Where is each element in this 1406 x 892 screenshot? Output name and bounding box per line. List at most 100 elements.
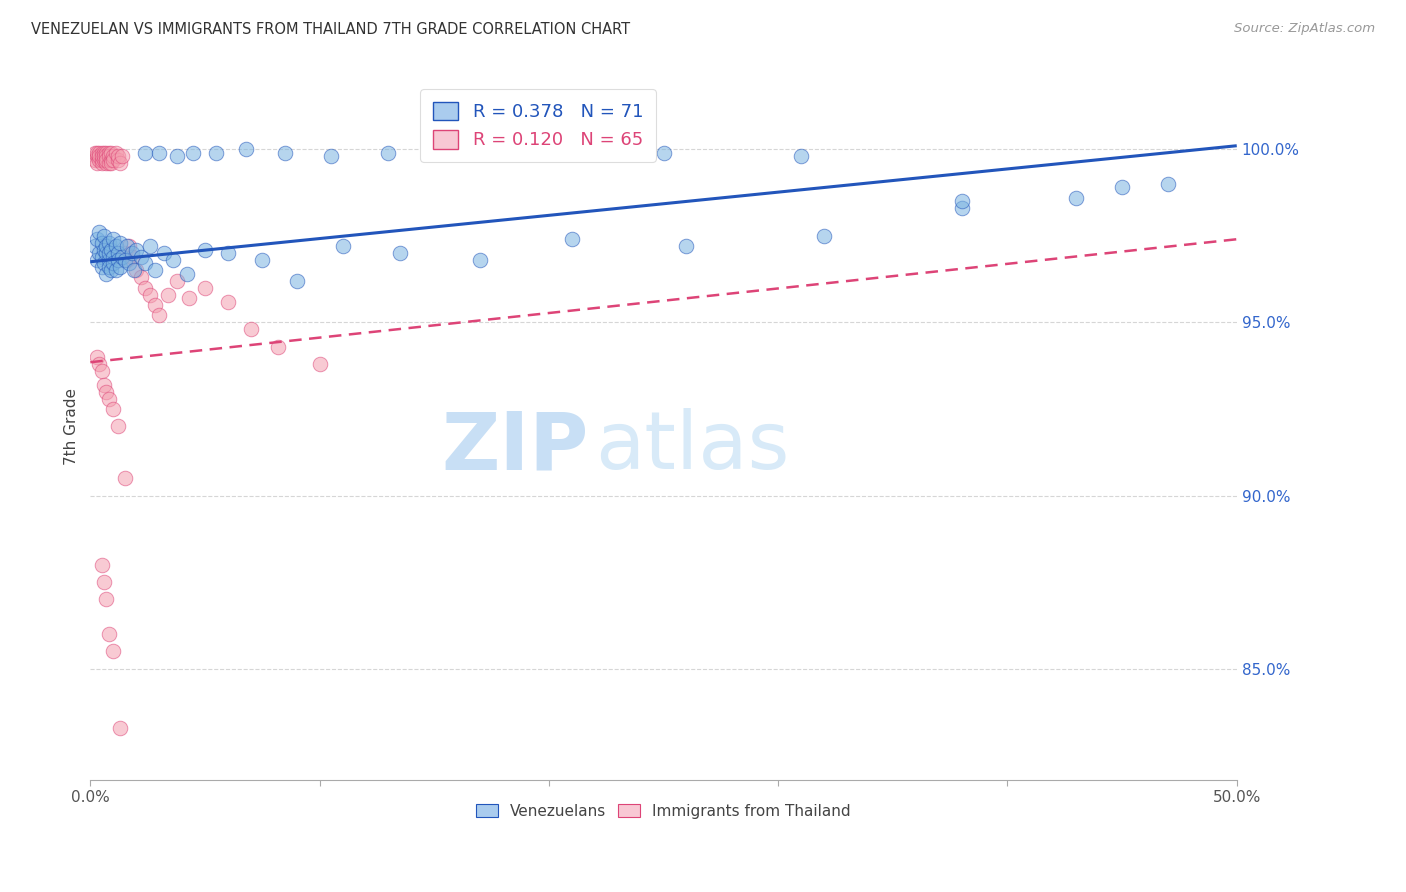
Point (103, 232, 125, 246)
Point (100, 153, 122, 167)
Point (332, 239, 354, 253)
Point (84, 239, 107, 253)
Point (93, 228, 115, 243)
Point (90, 235, 112, 250)
Point (93, 145, 115, 160)
Point (468, 253, 491, 268)
Point (84, 153, 107, 167)
Point (90, 260, 112, 274)
Point (122, 263, 145, 277)
Point (166, 149, 188, 163)
Point (111, 149, 134, 163)
Point (134, 145, 156, 160)
Point (125, 263, 148, 277)
Point (114, 246, 136, 260)
Point (103, 153, 125, 167)
Point (103, 401, 125, 416)
Point (537, 145, 560, 160)
Point (90, 149, 112, 163)
Point (388, 246, 411, 260)
Point (96, 384, 118, 399)
Legend: Venezuelans, Immigrants from Thailand: Venezuelans, Immigrants from Thailand (470, 797, 856, 825)
Point (96, 239, 118, 253)
Point (285, 274, 308, 288)
Point (103, 149, 125, 163)
Point (86, 253, 108, 268)
Point (121, 246, 143, 260)
Point (134, 281, 156, 295)
Point (97, 149, 120, 163)
Point (93, 575, 115, 590)
Point (96, 149, 118, 163)
Point (89, 145, 111, 160)
Point (89, 357, 111, 371)
Point (104, 239, 127, 253)
Point (93, 153, 115, 167)
Text: atlas: atlas (595, 409, 789, 486)
Point (90, 145, 112, 160)
Point (115, 239, 138, 253)
Point (108, 260, 131, 274)
Point (115, 253, 138, 268)
Point (177, 291, 200, 305)
Y-axis label: 7th Grade: 7th Grade (65, 388, 79, 465)
Point (217, 246, 239, 260)
Point (139, 239, 162, 253)
Point (84, 145, 107, 160)
Point (97, 156, 120, 170)
Point (107, 419, 129, 434)
Point (97, 145, 120, 160)
Point (129, 270, 152, 285)
Point (157, 287, 180, 301)
Point (90, 153, 112, 167)
Point (86, 232, 108, 246)
Point (217, 294, 239, 309)
Point (377, 145, 399, 160)
Text: VENEZUELAN VS IMMIGRANTS FROM THAILAND 7TH GRADE CORRELATION CHART: VENEZUELAN VS IMMIGRANTS FROM THAILAND 7… (31, 22, 630, 37)
Text: ZIP: ZIP (441, 409, 589, 486)
Point (96, 592, 118, 607)
Point (148, 145, 170, 160)
Point (89, 225, 111, 239)
Point (96, 267, 118, 281)
Point (308, 357, 330, 371)
Point (96, 145, 118, 160)
Point (97, 627, 120, 641)
Point (103, 644, 125, 658)
Point (162, 253, 184, 268)
Point (152, 246, 174, 260)
Point (950, 201, 973, 215)
Point (100, 243, 122, 257)
Point (89, 246, 111, 260)
Point (194, 243, 217, 257)
Point (125, 243, 148, 257)
Point (675, 239, 697, 253)
Point (143, 263, 166, 277)
Point (108, 156, 131, 170)
Point (267, 340, 290, 354)
Point (90, 364, 112, 378)
Point (86, 156, 108, 170)
Point (97, 246, 120, 260)
Point (235, 142, 257, 156)
Point (143, 298, 166, 312)
Point (134, 256, 156, 270)
Point (86, 145, 108, 160)
Point (139, 287, 162, 301)
Point (114, 471, 136, 485)
Point (114, 253, 136, 268)
Point (104, 145, 127, 160)
Point (97, 253, 120, 268)
Point (90, 558, 112, 572)
Point (205, 145, 228, 160)
Point (97, 392, 120, 406)
Text: Source: ZipAtlas.com: Source: ZipAtlas.com (1234, 22, 1375, 36)
Point (148, 309, 170, 323)
Point (93, 256, 115, 270)
Point (183, 145, 205, 160)
Point (121, 250, 143, 264)
Point (561, 232, 583, 246)
Point (86, 149, 108, 163)
Point (446, 145, 468, 160)
Point (118, 239, 141, 253)
